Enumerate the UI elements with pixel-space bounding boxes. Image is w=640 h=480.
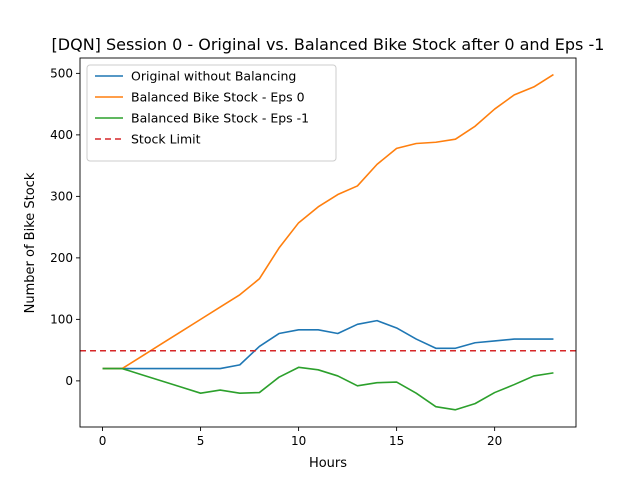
y-tick-label: 0	[65, 374, 73, 388]
chart-title: [DQN] Session 0 - Original vs. Balanced …	[52, 35, 605, 54]
y-tick-label: 300	[50, 189, 73, 203]
series-line-2	[102, 366, 554, 411]
series-line-0	[102, 319, 554, 370]
legend-label-2: Balanced Bike Stock - Eps -1	[131, 111, 309, 126]
x-axis-label: Hours	[309, 456, 347, 471]
legend-label-0: Original without Balancing	[131, 69, 296, 84]
x-tick-label: 0	[99, 434, 107, 448]
series-line-1	[102, 73, 554, 370]
legend: Original without Balancing Balanced Bike …	[86, 64, 337, 162]
y-tick-label: 200	[50, 251, 73, 265]
x-tick-label: 10	[291, 434, 306, 448]
y-tick-label: 400	[50, 128, 73, 142]
x-tick-label: 15	[389, 434, 404, 448]
x-tick-label: 20	[487, 434, 502, 448]
legend-box	[86, 64, 337, 162]
y-axis-label: Number of Bike Stock	[23, 172, 38, 313]
y-tick-label: 500	[50, 66, 73, 80]
axes-frame	[79, 57, 577, 428]
legend-label-3: Stock Limit	[131, 132, 201, 147]
y-tick-label: 100	[50, 312, 73, 326]
x-tick-label: 5	[197, 434, 205, 448]
legend-label-1: Balanced Bike Stock - Eps 0	[131, 90, 305, 105]
